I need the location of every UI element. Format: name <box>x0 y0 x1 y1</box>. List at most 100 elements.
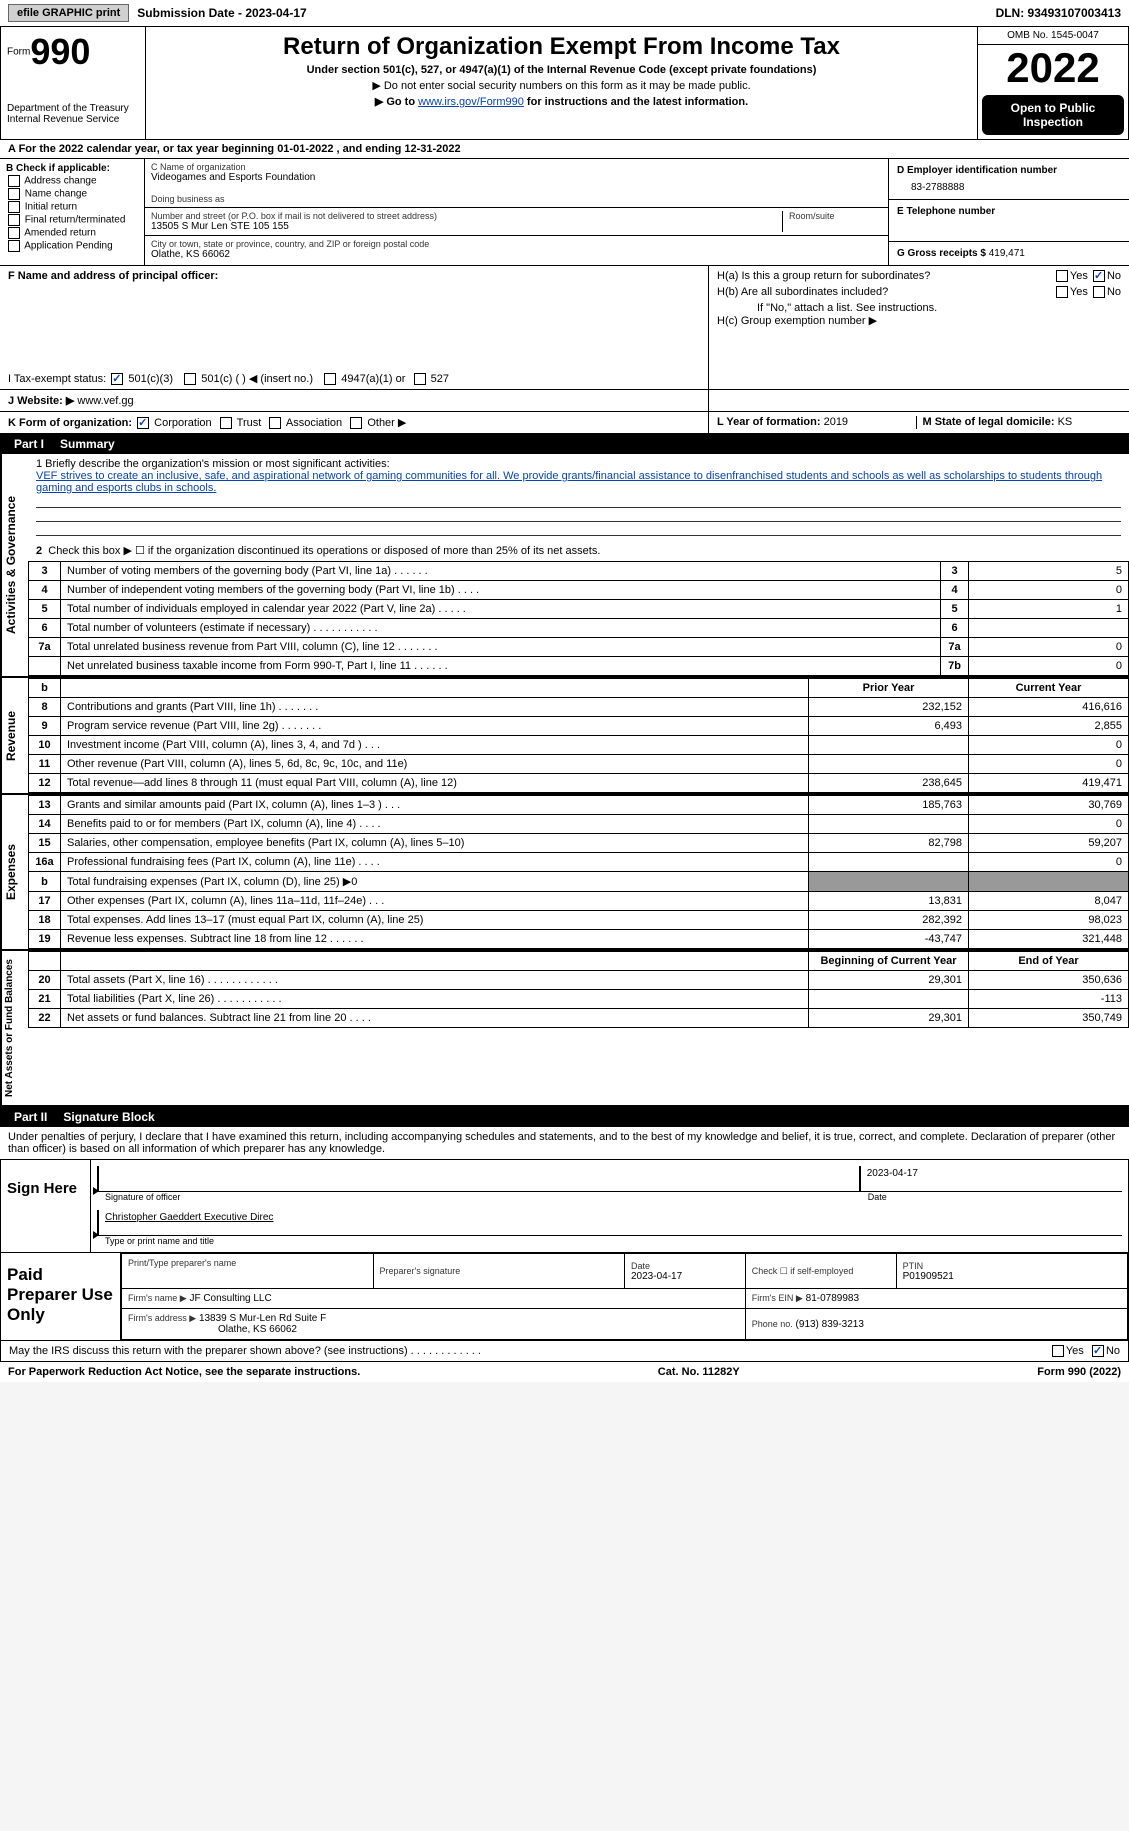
yes-label: Yes <box>1066 1345 1084 1357</box>
tax-exempt-label: I Tax-exempt status: <box>8 373 106 385</box>
hc-label: H(c) Group exemption number ▶ <box>717 314 1121 327</box>
signature-block: Sign Here 2023-04-17 Signature of office… <box>0 1160 1129 1253</box>
checkbox-corp[interactable] <box>137 417 149 429</box>
paid-preparer-label: Paid Preparer Use Only <box>1 1253 121 1340</box>
section-b: B Check if applicable: Address change Na… <box>0 159 145 265</box>
ptin-value: P01909521 <box>903 1271 954 1282</box>
checkbox-501c3[interactable] <box>111 373 123 385</box>
form-number: Form990 <box>7 31 139 73</box>
part-1-header: Part I Summary <box>0 434 1129 454</box>
domicile-label: M State of legal domicile: <box>923 416 1055 428</box>
opt-final-return[interactable]: Final return/terminated <box>6 214 138 226</box>
footer-notice: For Paperwork Reduction Act Notice, see … <box>8 1366 360 1378</box>
name-label: Type or print name and title <box>97 1236 1122 1246</box>
part-number: Part II <box>8 1110 53 1124</box>
opt-4947: 4947(a)(1) or <box>341 373 405 385</box>
opt-address-change[interactable]: Address change <box>6 175 138 187</box>
form-subtitle-1: Under section 501(c), 527, or 4947(a)(1)… <box>152 64 971 76</box>
part-number: Part I <box>8 437 50 451</box>
topbar: efile GRAPHIC print Submission Date - 20… <box>0 0 1129 27</box>
section-d: D Employer identification number 83-2788… <box>889 159 1129 265</box>
checkbox-icon <box>8 214 20 226</box>
firm-name-label: Firm's name ▶ <box>128 1293 187 1303</box>
dln-label: DLN: 93493107003413 <box>996 6 1121 20</box>
opt-assoc: Association <box>286 417 342 429</box>
no-label: No <box>1106 1345 1120 1357</box>
sig-date: 2023-04-17 <box>867 1168 918 1179</box>
website-value: www.vef.gg <box>77 395 133 407</box>
firm-phone: (913) 839-3213 <box>796 1319 864 1330</box>
checkbox-other[interactable] <box>350 417 362 429</box>
opt-527: 527 <box>431 373 449 385</box>
no-label: No <box>1107 270 1121 282</box>
section-b-header: B Check if applicable: <box>6 163 138 174</box>
org-name: Videogames and Esports Foundation <box>151 172 882 183</box>
sign-here-label: Sign Here <box>1 1160 91 1252</box>
opt-501c3: 501(c)(3) <box>128 373 173 385</box>
opt-initial-return[interactable]: Initial return <box>6 201 138 213</box>
checkbox-icon <box>8 188 20 200</box>
addr-label: Number and street (or P.O. box if mail i… <box>151 211 782 221</box>
inspection-badge: Open to Public Inspection <box>982 95 1124 135</box>
firm-name: JF Consulting LLC <box>189 1293 271 1304</box>
section-h: H(a) Is this a group return for subordin… <box>709 266 1129 389</box>
form-subtitle-3: ▶ Go to www.irs.gov/Form990 for instruct… <box>152 95 971 108</box>
line-a: A For the 2022 calendar year, or tax yea… <box>0 140 1129 159</box>
ha-label: H(a) Is this a group return for subordin… <box>717 270 930 282</box>
checkbox-hb-no[interactable] <box>1093 286 1105 298</box>
checkbox-icon <box>8 175 20 187</box>
efile-button[interactable]: efile GRAPHIC print <box>8 4 129 22</box>
opt-label: Final return/terminated <box>25 215 126 226</box>
block-b-c-d: B Check if applicable: Address change Na… <box>0 159 1129 266</box>
checkbox-icon <box>8 201 20 213</box>
sig-officer-label: Signature of officer <box>97 1192 868 1202</box>
net-assets-table: Beginning of Current YearEnd of Year20To… <box>28 951 1129 1028</box>
activities-governance-section: Activities & Governance 1 Briefly descri… <box>0 454 1129 678</box>
checkbox-discuss-yes[interactable] <box>1052 1345 1064 1357</box>
c-name-label: C Name of organization <box>151 162 882 172</box>
form-header: Form990 Department of the Treasury Inter… <box>0 27 1129 140</box>
footer-cat: Cat. No. 11282Y <box>658 1366 740 1378</box>
ein-label: D Employer identification number <box>897 165 1121 176</box>
website-label: J Website: ▶ <box>8 395 74 407</box>
room-label: Room/suite <box>789 211 882 221</box>
checkbox-assoc[interactable] <box>269 417 281 429</box>
dba-label: Doing business as <box>151 194 882 204</box>
section-k: K Form of organization: Corporation Trus… <box>0 412 709 433</box>
discuss-row: May the IRS discuss this return with the… <box>0 1341 1129 1362</box>
form-label: Form <box>7 47 30 58</box>
checkbox-icon <box>8 227 20 239</box>
firm-ein: 81-0789983 <box>806 1293 859 1304</box>
yes-label: Yes <box>1070 270 1088 282</box>
dept-label: Department of the Treasury Internal Reve… <box>7 103 139 125</box>
firm-ein-label: Firm's EIN ▶ <box>752 1293 803 1303</box>
opt-name-change[interactable]: Name change <box>6 188 138 200</box>
prep-sig-label: Preparer's signature <box>380 1266 619 1276</box>
firm-addr: 13839 S Mur-Len Rd Suite F <box>199 1313 326 1324</box>
checkbox-trust[interactable] <box>220 417 232 429</box>
vertical-label-net: Net Assets or Fund Balances <box>0 951 28 1105</box>
submission-date: Submission Date - 2023-04-17 <box>137 6 306 20</box>
footer-form: Form 990 (2022) <box>1037 1366 1121 1378</box>
prep-date: 2023-04-17 <box>631 1271 682 1282</box>
paid-preparer-block: Paid Preparer Use Only Print/Type prepar… <box>0 1253 1129 1341</box>
checkbox-ha-no[interactable] <box>1093 270 1105 282</box>
checkbox-527[interactable] <box>414 373 426 385</box>
expenses-section: Expenses 13Grants and similar amounts pa… <box>0 795 1129 951</box>
gross-receipts-label: G Gross receipts $ <box>897 248 986 259</box>
opt-application-pending[interactable]: Application Pending <box>6 240 138 252</box>
irs-link[interactable]: www.irs.gov/Form990 <box>418 96 524 108</box>
date-label: Date <box>868 1192 1122 1202</box>
checkbox-4947[interactable] <box>324 373 336 385</box>
checkbox-501c[interactable] <box>184 373 196 385</box>
checkbox-ha-yes[interactable] <box>1056 270 1068 282</box>
gross-receipts-value: 419,471 <box>989 248 1025 259</box>
opt-amended-return[interactable]: Amended return <box>6 227 138 239</box>
triangle-icon <box>93 1187 99 1195</box>
part-title: Summary <box>60 437 115 451</box>
checkbox-discuss-no[interactable] <box>1092 1345 1104 1357</box>
form-number-value: 990 <box>30 31 90 72</box>
checkbox-hb-yes[interactable] <box>1056 286 1068 298</box>
section-j: J Website: ▶ www.vef.gg <box>0 390 709 411</box>
mission-text: VEF strives to create an inclusive, safe… <box>36 470 1102 494</box>
